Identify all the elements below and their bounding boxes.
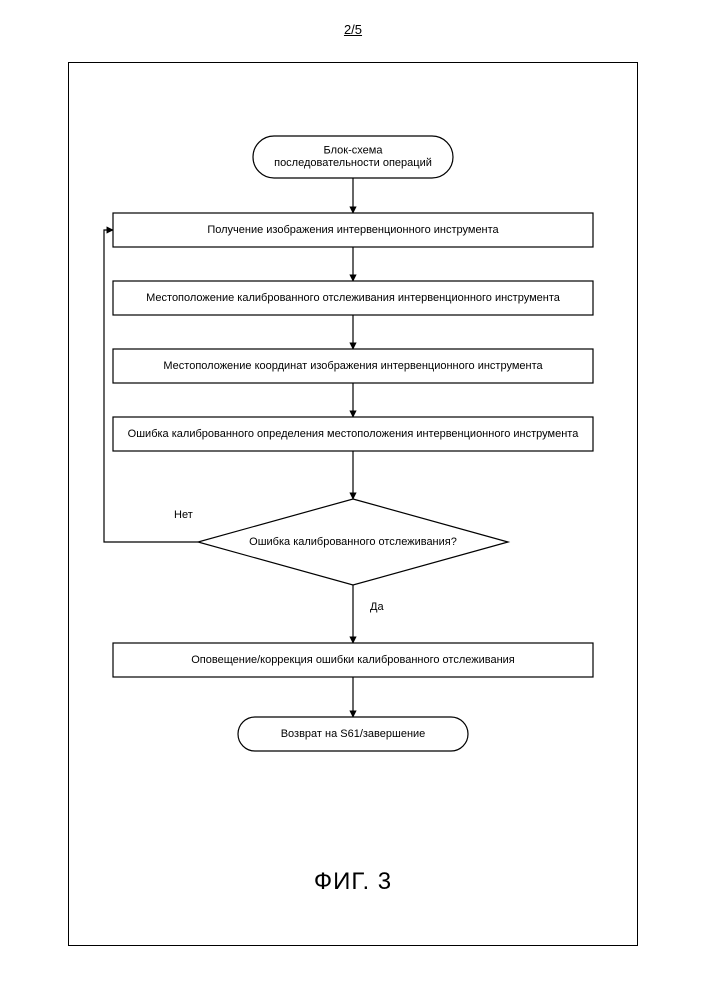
page-number: 2/5 bbox=[0, 22, 706, 37]
node-s3-text: Местоположение координат изображения инт… bbox=[163, 360, 543, 372]
edge-label-dec-s1: Нет bbox=[174, 509, 193, 521]
node-s5: Оповещение/коррекция ошибки калиброванно… bbox=[113, 643, 593, 677]
node-start: Блок-схемапоследовательности операций bbox=[253, 136, 453, 178]
node-s4: Ошибка калиброванного определения местоп… bbox=[113, 417, 593, 451]
page: 2/5 Блок-схемапоследовательности операци… bbox=[0, 0, 706, 999]
node-dec-text: Ошибка калиброванного отслеживания? bbox=[249, 536, 457, 548]
node-dec: Ошибка калиброванного отслеживания? bbox=[198, 499, 508, 585]
node-s2-text: Местоположение калиброванного отслеживан… bbox=[146, 292, 561, 304]
node-s1: Получение изображения интервенционного и… bbox=[113, 213, 593, 247]
node-start-text: Блок-схема bbox=[324, 145, 384, 157]
node-s1-text: Получение изображения интервенционного и… bbox=[207, 224, 499, 236]
node-end-text: Возврат на S61/завершение bbox=[281, 728, 426, 740]
node-s3: Местоположение координат изображения инт… bbox=[113, 349, 593, 383]
edge-dec-s1 bbox=[104, 230, 198, 542]
node-end: Возврат на S61/завершение bbox=[238, 717, 468, 751]
node-start-text: последовательности операций bbox=[274, 157, 432, 169]
flowchart-canvas: Блок-схемапоследовательности операций Пол… bbox=[68, 62, 638, 842]
node-s5-text: Оповещение/коррекция ошибки калиброванно… bbox=[191, 654, 515, 666]
figure-label: ФИГ. 3 bbox=[0, 868, 706, 896]
edge-label-dec-s5: Да bbox=[370, 601, 384, 613]
node-s4-text: Ошибка калиброванного определения местоп… bbox=[128, 428, 580, 440]
node-s2: Местоположение калиброванного отслеживан… bbox=[113, 281, 593, 315]
